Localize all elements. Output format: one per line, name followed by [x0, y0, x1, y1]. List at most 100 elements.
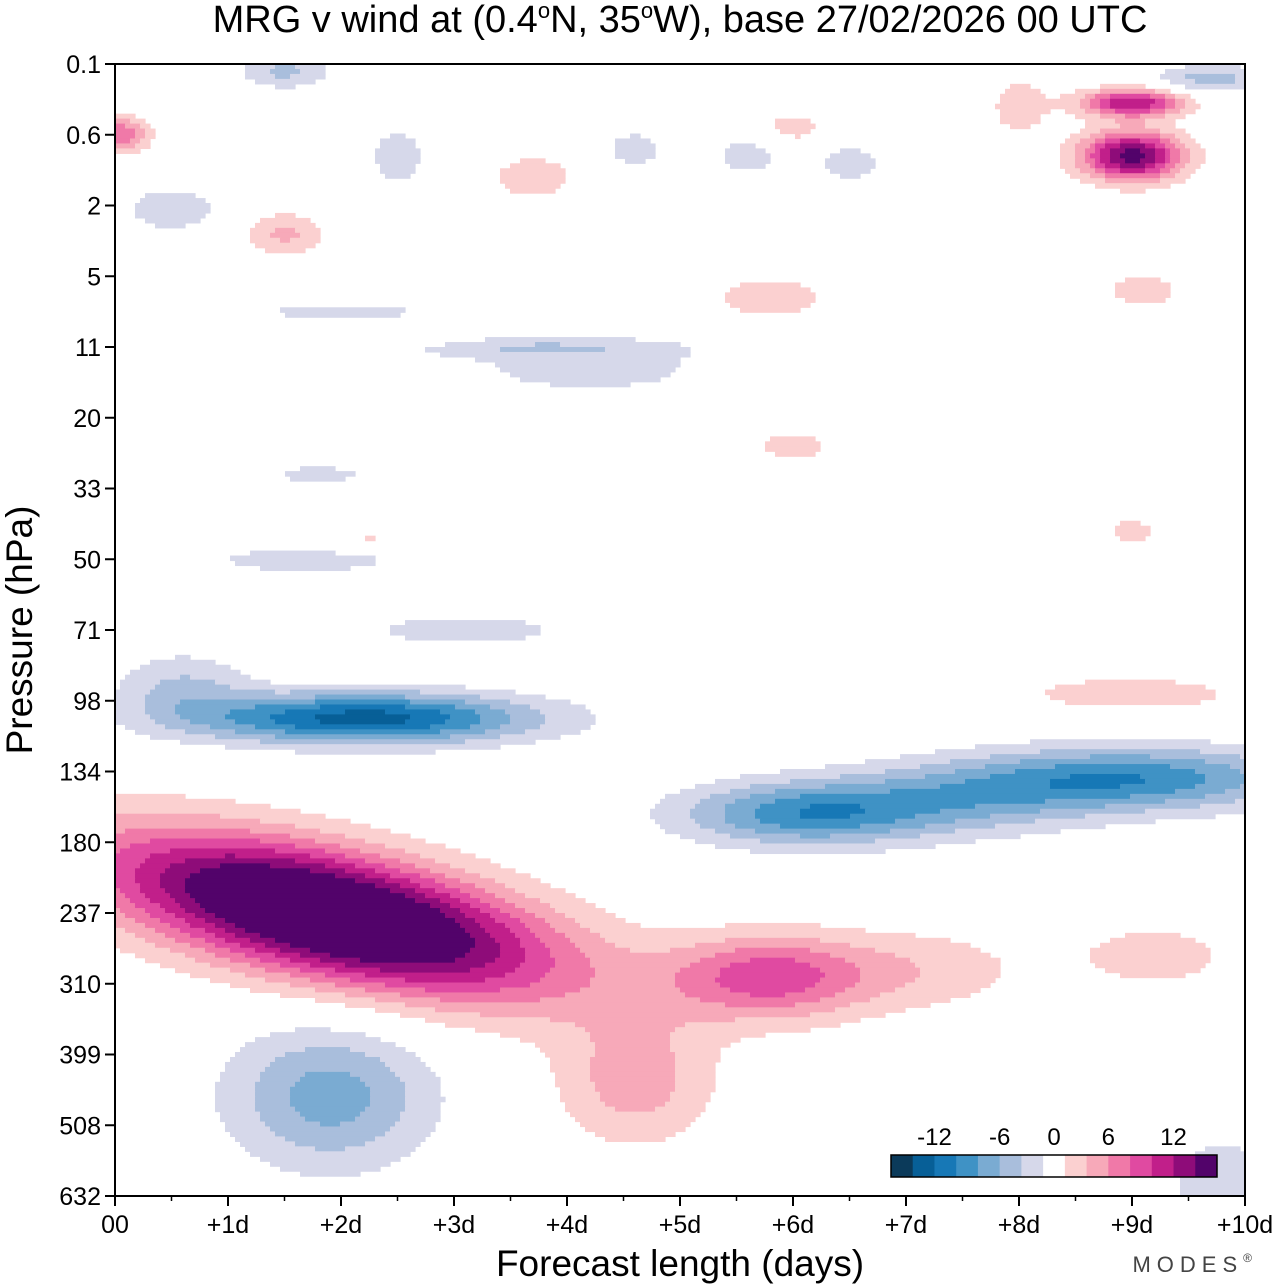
- contour-cell: [1160, 173, 1176, 179]
- contour-cell: [730, 287, 811, 293]
- contour-cell: [815, 982, 856, 989]
- contour-cell: [495, 361, 681, 368]
- contour-cell: [965, 778, 1051, 785]
- contour-cell: [375, 148, 421, 154]
- contour-cell: [390, 888, 416, 894]
- contour-cell: [485, 337, 636, 343]
- contour-cell: [1070, 173, 1091, 179]
- contour-cell: [225, 714, 271, 720]
- contour-cell: [750, 848, 886, 855]
- contour-cell: [1000, 118, 1041, 125]
- contour-cell: [250, 962, 281, 969]
- contour-cell: [215, 952, 246, 959]
- contour-cell: [165, 932, 191, 939]
- contour-cell: [155, 942, 191, 949]
- contour-cell: [260, 1156, 401, 1162]
- contour-cell: [1075, 88, 1101, 95]
- contour-cell: [220, 1076, 261, 1083]
- contour-cell: [1165, 143, 1176, 149]
- contour-cell: [595, 1131, 676, 1138]
- contour-cell: [115, 903, 136, 909]
- contour-cell: [1190, 158, 1206, 164]
- y-tick-label: 98: [73, 688, 101, 716]
- contour-cell: [1115, 292, 1171, 298]
- contour-cell: [115, 704, 146, 711]
- y-tick-label: 0.1: [66, 51, 101, 79]
- contour-cell: [1180, 1191, 1245, 1196]
- contour-cell: [270, 232, 301, 239]
- contour-cell: [800, 793, 1131, 800]
- contour-cell: [360, 1111, 401, 1118]
- contour-cell: [245, 952, 276, 959]
- contour-cell: [225, 927, 246, 934]
- contour-cell: [170, 922, 191, 929]
- contour-cell: [615, 148, 656, 154]
- brand-mark: ®: [1243, 1251, 1252, 1265]
- contour-cell: [1180, 168, 1196, 174]
- contour-cell: [590, 962, 691, 969]
- contour-cell: [1190, 148, 1206, 154]
- contour-cell: [715, 977, 821, 984]
- contour-cell: [115, 893, 126, 899]
- contour-cell: [730, 163, 766, 169]
- contour-cell: [775, 788, 891, 795]
- contour-cell: [145, 908, 166, 914]
- contour-cell: [280, 962, 311, 969]
- contour-cell: [345, 992, 401, 998]
- contour-cell: [1130, 793, 1206, 800]
- contour-cell: [555, 962, 591, 969]
- contour-cell: [1115, 287, 1171, 293]
- contour-cell: [225, 744, 501, 750]
- contour-cell: [1175, 103, 1186, 110]
- contour-cell: [675, 972, 721, 979]
- contour-cell: [190, 932, 216, 939]
- contour-cell: [175, 898, 196, 904]
- contour-cell: [150, 853, 226, 859]
- contour-cell: [770, 436, 816, 442]
- contour-cell: [575, 1116, 696, 1123]
- contour-cell: [180, 714, 226, 720]
- contour-cell: [725, 813, 756, 820]
- contour-cell: [525, 957, 556, 964]
- contour-cell: [120, 679, 161, 686]
- y-axis: 0.1 0.6 2 5 11 20 33 50 71 98 134 180 237 310 399 508 63…: [59, 51, 115, 1211]
- contour-cell: [320, 1121, 341, 1128]
- contour-cell: [135, 917, 161, 924]
- contour-cell: [730, 962, 811, 969]
- contour-cell: [420, 853, 476, 859]
- contour-cell: [195, 913, 216, 919]
- contour-cell: [150, 838, 261, 845]
- contour-cell: [830, 168, 871, 174]
- contour-cell: [810, 803, 861, 810]
- contour-cell: [1105, 163, 1121, 169]
- contour-cell: [1120, 153, 1146, 159]
- contour-cell: [670, 947, 736, 954]
- x-tick-label: +9d: [1111, 1211, 1153, 1239]
- contour-cell: [345, 1002, 406, 1008]
- contour-cell: [525, 922, 551, 929]
- contour-cell: [135, 143, 151, 149]
- contour-cell: [565, 932, 601, 939]
- contour-cell: [440, 908, 461, 914]
- contour-cell: [1060, 158, 1076, 164]
- contour-cell: [950, 759, 1021, 765]
- contour-cell: [1140, 773, 1206, 780]
- contour-cell: [350, 977, 406, 984]
- contour-cell: [590, 1076, 676, 1083]
- contour-cell: [265, 967, 301, 974]
- chart-title-mid: N, 35: [550, 0, 641, 41]
- contour-cell: [835, 992, 881, 998]
- contour-cell: [730, 833, 801, 840]
- contour-cell: [590, 1032, 671, 1038]
- contour-cell: [1150, 93, 1166, 100]
- contour-cell: [485, 888, 516, 894]
- contour-cell: [1205, 778, 1245, 785]
- contour-cell: [280, 1166, 381, 1172]
- contour-cell: [130, 843, 296, 850]
- brand-name: MODES: [1132, 1252, 1243, 1277]
- contour-cell: [1035, 818, 1156, 825]
- colorbar-swatch: [1195, 1155, 1218, 1177]
- contour-cell: [150, 689, 276, 696]
- contour-cell: [675, 1086, 716, 1093]
- contour-cell: [675, 1061, 716, 1068]
